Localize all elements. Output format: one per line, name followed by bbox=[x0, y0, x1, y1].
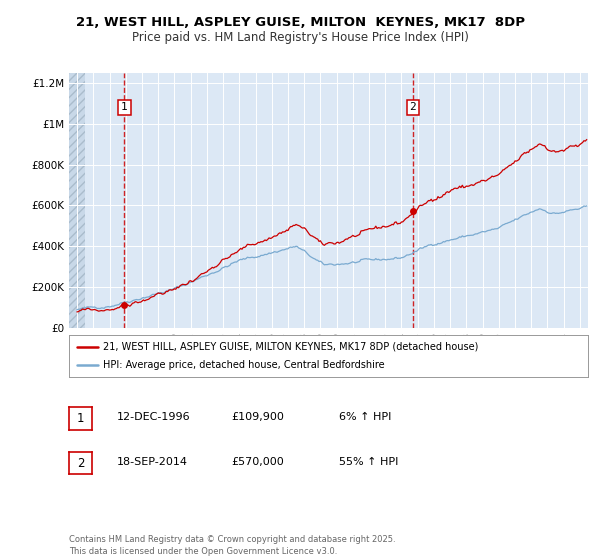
Text: 21, WEST HILL, ASPLEY GUISE, MILTON  KEYNES, MK17  8DP: 21, WEST HILL, ASPLEY GUISE, MILTON KEYN… bbox=[76, 16, 524, 29]
Text: Contains HM Land Registry data © Crown copyright and database right 2025.
This d: Contains HM Land Registry data © Crown c… bbox=[69, 535, 395, 556]
Text: 18-SEP-2014: 18-SEP-2014 bbox=[117, 457, 188, 467]
Text: Price paid vs. HM Land Registry's House Price Index (HPI): Price paid vs. HM Land Registry's House … bbox=[131, 31, 469, 44]
Text: 2: 2 bbox=[410, 102, 416, 113]
Text: £570,000: £570,000 bbox=[231, 457, 284, 467]
Text: 2: 2 bbox=[77, 456, 84, 470]
Text: 55% ↑ HPI: 55% ↑ HPI bbox=[339, 457, 398, 467]
Text: HPI: Average price, detached house, Central Bedfordshire: HPI: Average price, detached house, Cent… bbox=[103, 360, 385, 370]
Text: 1: 1 bbox=[77, 412, 84, 425]
Text: 21, WEST HILL, ASPLEY GUISE, MILTON KEYNES, MK17 8DP (detached house): 21, WEST HILL, ASPLEY GUISE, MILTON KEYN… bbox=[103, 342, 478, 352]
Text: 6% ↑ HPI: 6% ↑ HPI bbox=[339, 412, 391, 422]
Text: 1: 1 bbox=[121, 102, 128, 113]
Text: 12-DEC-1996: 12-DEC-1996 bbox=[117, 412, 191, 422]
Bar bbox=[69, 73, 85, 328]
Text: £109,900: £109,900 bbox=[231, 412, 284, 422]
Bar bbox=[69, 73, 85, 328]
